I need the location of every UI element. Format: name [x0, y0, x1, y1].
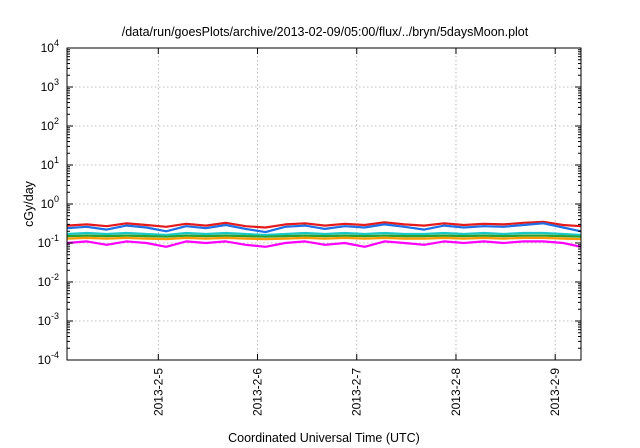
y-tick-label: 101: [41, 155, 59, 172]
x-tick-label: 2013-2-5: [151, 368, 165, 416]
y-tick-label: 100: [41, 194, 59, 211]
y-tick-label: 10-2: [38, 272, 59, 289]
y-tick-label: 10-4: [38, 350, 59, 367]
x-axis-ticks: 2013-2-5 2013-2-6 2013-2-7 2013-2-8 2013-2-9: [151, 48, 562, 416]
chart-title: /data/run/goesPlots/archive/2013-02-09/0…: [122, 25, 529, 39]
y-tick-label: 10-1: [38, 233, 59, 250]
y-tick-label: 102: [41, 116, 59, 133]
series-line-2: [66, 222, 582, 234]
x-tick-label: 2013-2-9: [548, 368, 562, 416]
y-tick-label: 103: [41, 77, 59, 94]
series-layer: [66, 220, 582, 248]
y-axis-label: cGy/day: [22, 180, 36, 227]
series-line-1: [66, 220, 582, 229]
series-line-6: [66, 240, 582, 248]
x-tick-label: 2013-2-6: [251, 368, 265, 416]
series-line-4: [66, 234, 582, 238]
x-axis-label: Coordinated Universal Time (UTC): [228, 431, 420, 445]
x-tick-label: 2013-2-7: [350, 368, 364, 416]
y-tick-label: 10-3: [38, 311, 59, 328]
grid-lines: [67, 48, 581, 360]
series-line-5: [66, 236, 582, 241]
y-tick-label: 104: [41, 38, 59, 55]
series-line-3: [66, 231, 582, 237]
x-tick-label: 2013-2-8: [449, 368, 463, 416]
y-axis-ticks: 10-4 10-3 10-2 10-1 100 101 102 103 104: [38, 38, 581, 367]
